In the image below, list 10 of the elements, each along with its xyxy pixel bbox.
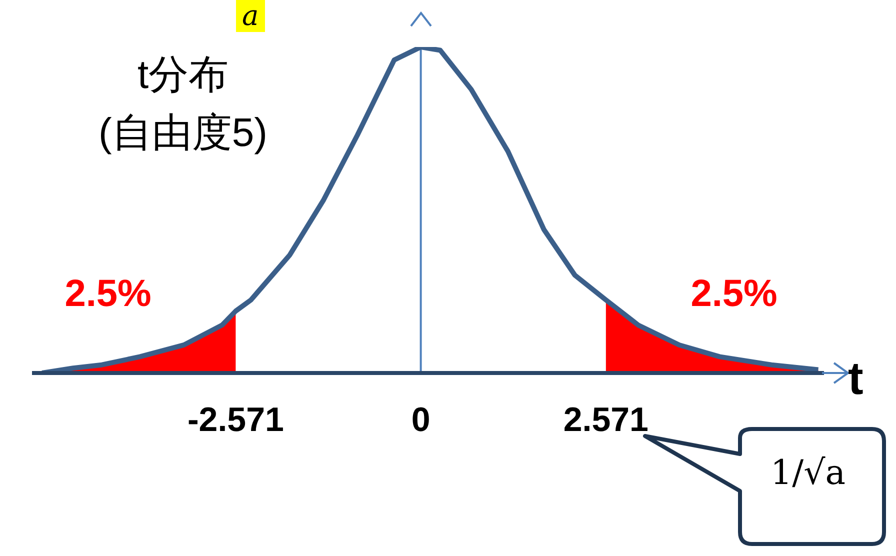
x-tick-label: 0 (411, 401, 430, 440)
chart-title: t分布 (136, 52, 230, 99)
text: (自由度5) (98, 110, 268, 157)
text: a (236, 0, 265, 32)
text: 1/√a (769, 453, 847, 493)
annotation: 2.5% (64, 272, 152, 317)
x-tick-label: 2.571 (563, 401, 648, 440)
x-axis-title: t (848, 351, 864, 405)
x-tick-label: -2.571 (187, 401, 284, 440)
annotation: 2.5% (690, 272, 778, 317)
